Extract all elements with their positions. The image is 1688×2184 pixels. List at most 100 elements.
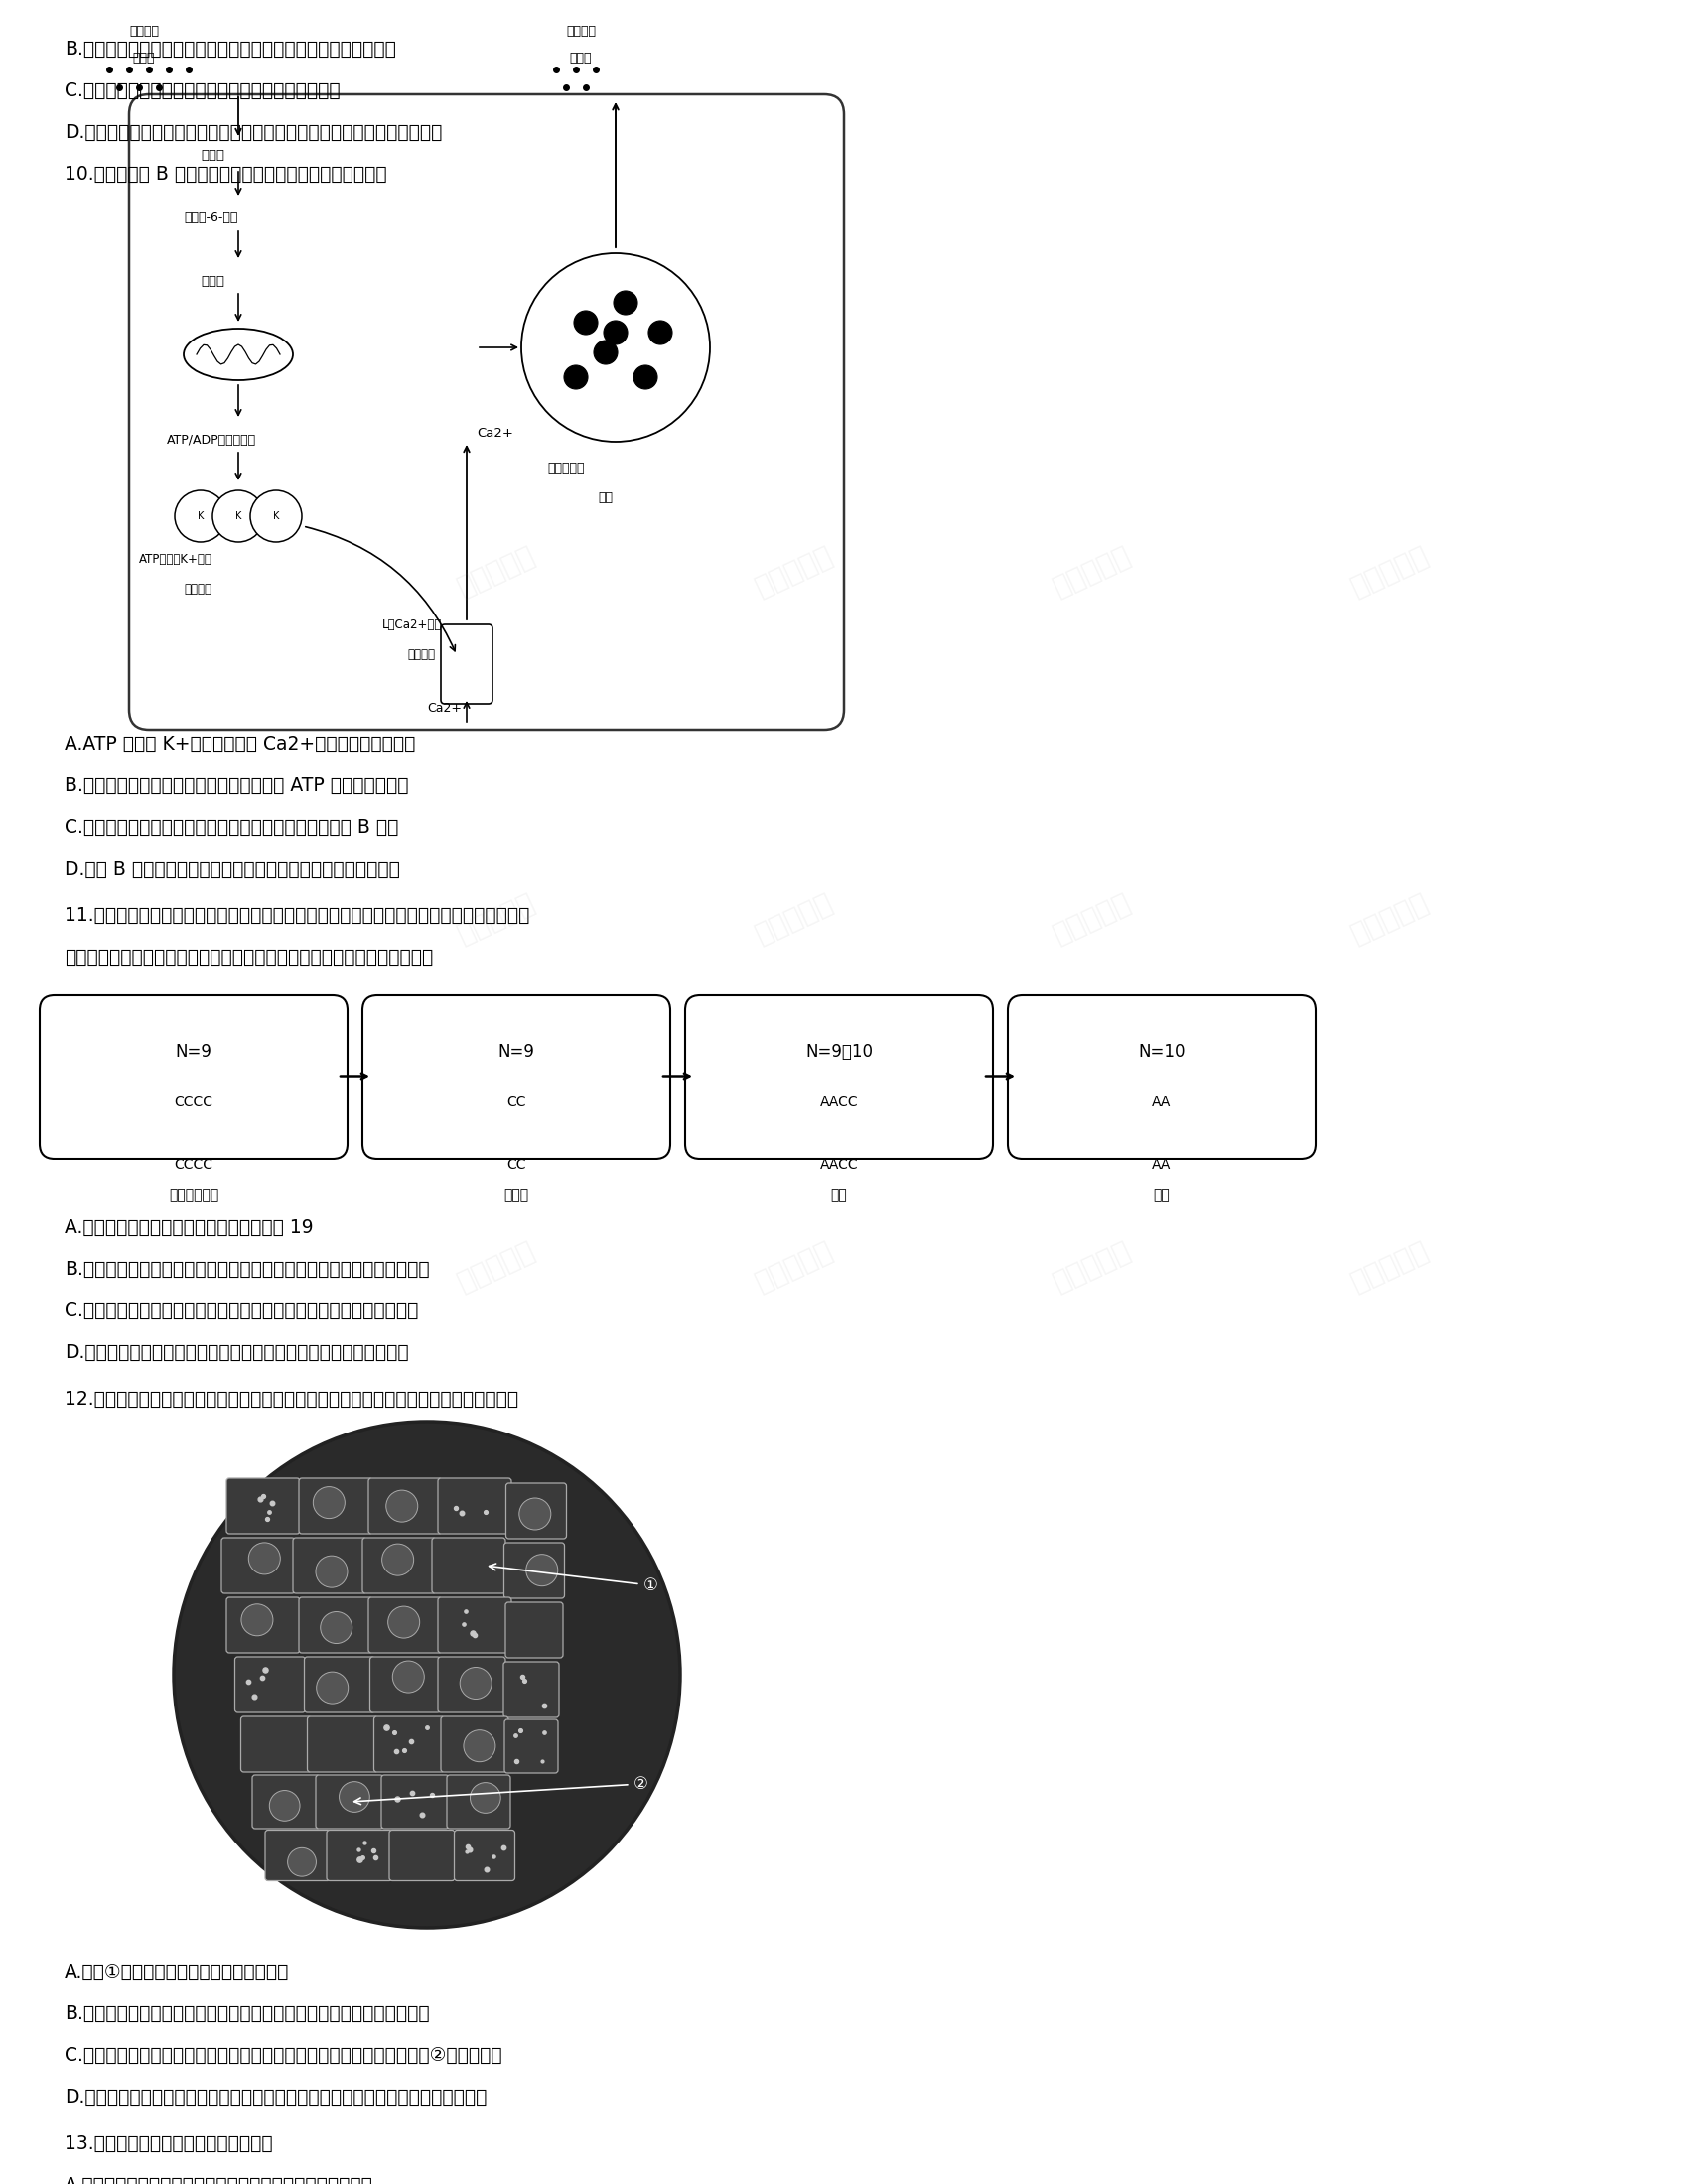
FancyBboxPatch shape [432,1538,505,1594]
FancyBboxPatch shape [368,1479,442,1533]
Text: AACC: AACC [820,1158,858,1173]
Text: N=10: N=10 [1138,1044,1185,1061]
Text: A.图像①所示的时期，细胞染色体数目加倍: A.图像①所示的时期，细胞染色体数目加倍 [64,1963,289,1981]
Text: D.若部分细胞没有被龙胆紫溶液染色，原因可能是染色前漂洗不充分或染色时间过短: D.若部分细胞没有被龙胆紫溶液染色，原因可能是染色前漂洗不充分或染色时间过短 [64,2088,486,2108]
Text: CC: CC [506,1158,527,1173]
Text: C.内环境中葡萄糖含量升高时，通过葡萄糖受体进入胰岛 B 细胞: C.内环境中葡萄糖含量升高时，通过葡萄糖受体进入胰岛 B 细胞 [64,819,398,836]
Text: ①: ① [490,1564,658,1594]
Circle shape [270,1791,300,1821]
Text: 教师新资料: 教师新资料 [751,1236,837,1297]
Text: 教师新资料: 教师新资料 [1048,542,1136,601]
Circle shape [393,1660,424,1693]
Text: 12.某同学在做洋葱根尖有丝分裂实验时，在显微镜下看到的图像如下。有关叙述错误的是: 12.某同学在做洋葱根尖有丝分裂实验时，在显微镜下看到的图像如下。有关叙述错误的… [64,1389,518,1409]
FancyBboxPatch shape [363,994,670,1158]
Text: 胰岛素含: 胰岛素含 [565,24,596,37]
FancyBboxPatch shape [41,994,348,1158]
Text: D.油菜表达了在花椰菜和芥菁中不表达的基因，一定发生了基因突变: D.油菜表达了在花椰菜和芥菁中不表达的基因，一定发生了基因突变 [64,1343,408,1363]
Text: K: K [273,511,279,522]
Text: 量上升: 量上升 [133,52,155,66]
FancyBboxPatch shape [370,1658,441,1712]
Text: K: K [235,511,241,522]
FancyBboxPatch shape [316,1776,383,1828]
FancyBboxPatch shape [373,1717,444,1771]
Text: 13.下列关于细胞呼吸的叙述，错误的是: 13.下列关于细胞呼吸的叙述，错误的是 [64,2134,273,2153]
Text: N=9或10: N=9或10 [805,1044,873,1061]
Text: 芥菁: 芥菁 [1153,1188,1170,1201]
Text: 油菜: 油菜 [830,1188,847,1201]
Text: （关闭）: （关闭） [184,583,211,596]
Circle shape [176,491,226,542]
Circle shape [633,365,657,389]
FancyBboxPatch shape [437,1479,511,1533]
FancyBboxPatch shape [441,625,493,703]
FancyBboxPatch shape [299,1597,373,1653]
Circle shape [459,1666,491,1699]
Text: C.群落的垂直结构和水平结构等特征，可随时间而改变: C.群落的垂直结构和水平结构等特征，可随时间而改变 [64,81,341,100]
FancyBboxPatch shape [503,1662,559,1717]
Circle shape [604,321,628,345]
Text: D.利用标志重捕法调查时，标志物不能太醒目，不能影响动物正常生命活动: D.利用标志重捕法调查时，标志物不能太醒目，不能影响动物正常生命活动 [64,122,442,142]
Text: AA: AA [1153,1094,1171,1109]
FancyBboxPatch shape [363,1538,436,1594]
Text: 10.右图为胰岛 B 细胞分泌胰岛素的过程。有关叙述正确的是: 10.右图为胰岛 B 细胞分泌胰岛素的过程。有关叙述正确的是 [64,164,387,183]
Text: 教师新资料: 教师新资料 [452,889,540,950]
FancyBboxPatch shape [252,1776,319,1828]
FancyBboxPatch shape [235,1658,306,1712]
FancyBboxPatch shape [368,1597,442,1653]
FancyBboxPatch shape [294,1538,366,1594]
Text: 四倍体花椰菜: 四倍体花椰菜 [169,1188,218,1201]
Text: 囊泡: 囊泡 [598,491,613,505]
Circle shape [287,1848,316,1876]
Circle shape [648,321,672,345]
FancyBboxPatch shape [505,1719,559,1773]
FancyBboxPatch shape [447,1776,510,1828]
Circle shape [241,1603,273,1636]
FancyBboxPatch shape [437,1597,511,1653]
Circle shape [381,1544,414,1575]
Text: B.油菜可能由花椰菜与芥菁减数分裂时产生染色体加倍的配子受精后形成: B.油菜可能由花椰菜与芥菁减数分裂时产生染色体加倍的配子受精后形成 [64,1260,429,1278]
Circle shape [312,1487,344,1518]
Circle shape [316,1555,348,1588]
Text: B.进入细胞的葡萄糖氧化分解可使细胞内的 ATP 含量大幅度升高: B.进入细胞的葡萄糖氧化分解可使细胞内的 ATP 含量大幅度升高 [64,775,408,795]
Text: A.细胞呼吸除了能为生物体提供能量，还是生物体代谢的枢纽: A.细胞呼吸除了能为生物体提供能量，还是生物体代谢的枢纽 [64,2175,373,2184]
Text: 花椰菜: 花椰菜 [503,1188,528,1201]
Text: B.建立自然保护区来改善珍稀动物的栖息环境，能提高环境容纳量: B.建立自然保护区来改善珍稀动物的栖息环境，能提高环境容纳量 [64,39,397,59]
Text: 教师新资料: 教师新资料 [1347,1236,1433,1297]
Text: CCCC: CCCC [174,1094,213,1109]
Circle shape [316,1673,348,1704]
Text: K: K [197,511,204,522]
Text: D.胰岛 B 细胞内含有胰岛素的囊泡批量释放可迅速升高血糖浓度: D.胰岛 B 细胞内含有胰岛素的囊泡批量释放可迅速升高血糖浓度 [64,860,400,878]
Circle shape [564,365,587,389]
Text: Ca2+: Ca2+ [427,701,463,714]
Circle shape [213,491,263,542]
FancyBboxPatch shape [226,1479,300,1533]
Text: ATP敏感的K+通道: ATP敏感的K+通道 [138,553,213,566]
FancyBboxPatch shape [226,1597,300,1653]
Text: 教师新资料: 教师新资料 [751,542,837,601]
Text: 教师新资料: 教师新资料 [452,1236,540,1297]
Circle shape [464,1730,495,1762]
Text: A.ATP 敏感的 K+通道闭可促进 Ca2+内流，促使囊泡移动: A.ATP 敏感的 K+通道闭可促进 Ca2+内流，促使囊泡移动 [64,734,415,753]
Text: （开放）: （开放） [407,649,436,662]
Ellipse shape [184,328,294,380]
Circle shape [522,253,711,441]
Circle shape [614,290,638,314]
Text: 丙酮酸: 丙酮酸 [201,275,225,288]
Circle shape [574,310,598,334]
Text: 教师新资料: 教师新资料 [1048,1236,1136,1297]
Text: L型Ca2+通道: L型Ca2+通道 [381,618,442,631]
Text: 教师新资料: 教师新资料 [452,542,540,601]
Text: 含胰岛素的: 含胰岛素的 [547,461,584,474]
Text: 葡萄糖: 葡萄糖 [201,149,225,162]
FancyBboxPatch shape [685,994,993,1158]
FancyBboxPatch shape [454,1830,515,1880]
Circle shape [248,1542,280,1575]
FancyBboxPatch shape [128,94,844,729]
Text: 量上升: 量上升 [569,52,592,66]
Text: 教师新资料: 教师新资料 [1048,889,1136,950]
Text: AA: AA [1153,1158,1171,1173]
Text: 教师新资料: 教师新资料 [1347,889,1433,950]
Text: 个或多个物种的多个染色体组，其形成机制如下图所示。有关叙述正确的是: 个或多个物种的多个染色体组，其形成机制如下图所示。有关叙述正确的是 [64,948,434,968]
FancyBboxPatch shape [505,1603,564,1658]
Circle shape [520,1498,550,1529]
